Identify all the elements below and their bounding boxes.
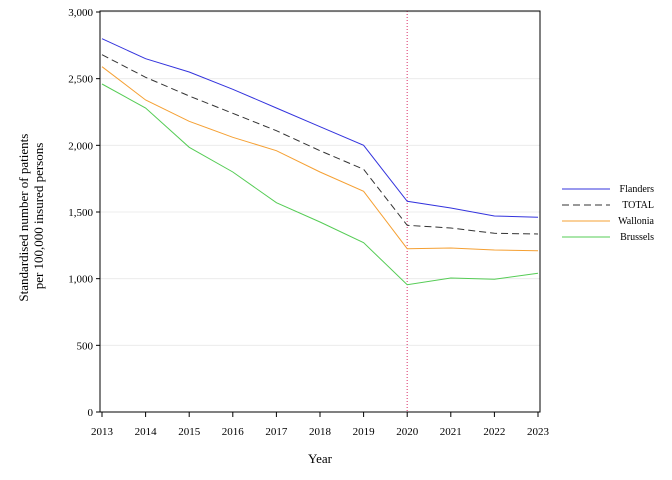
gridlines — [100, 11, 540, 346]
y-axis-title: Standardised number of patients per 100,… — [16, 130, 46, 301]
x-tick-label: 2022 — [483, 426, 505, 438]
y-tick-label: 0 — [88, 407, 94, 419]
x-tick-label: 2017 — [265, 426, 288, 438]
legend-label: Flanders — [620, 184, 655, 195]
legend: Flanders TOTAL Wallonia Brussels — [562, 184, 655, 243]
series-line-wallonia — [101, 66, 539, 252]
y-tick-label: 2,500 — [68, 74, 93, 86]
series-line-flanders — [101, 38, 539, 218]
x-axis-title: Year — [308, 451, 333, 466]
y-tick-label: 500 — [77, 340, 94, 352]
legend-label: Wallonia — [618, 216, 654, 227]
x-tick-label: 2015 — [178, 426, 201, 438]
y-tick-label: 1,500 — [68, 207, 93, 219]
x-tick-label: 2021 — [440, 426, 462, 438]
x-tick-label: 2013 — [91, 426, 114, 438]
legend-label: Brussels — [620, 232, 654, 243]
y-axis-title-line-2: per 100,000 insured persons — [31, 143, 46, 290]
x-tick-label: 2016 — [222, 426, 245, 438]
y-axis: 0 500 1,000 1,500 2,000 2,500 3,000 — [68, 7, 100, 419]
y-tick-label: 3,000 — [68, 7, 93, 19]
x-tick-label: 2019 — [353, 426, 376, 438]
y-tick-label: 2,000 — [68, 140, 93, 152]
x-tick-label: 2014 — [135, 426, 158, 438]
series-line-total — [101, 54, 539, 235]
y-tick-label: 1,000 — [68, 274, 93, 286]
series-line-brussels — [101, 83, 539, 286]
series-lines — [101, 38, 539, 286]
y-axis-title-line-1: Standardised number of patients — [16, 134, 31, 302]
x-tick-label: 2020 — [396, 426, 419, 438]
x-tick-label: 2018 — [309, 426, 332, 438]
x-axis: 2013 2014 2015 2016 2017 2018 2019 2020 2021 2022… — [91, 412, 550, 438]
x-tick-label: 2023 — [527, 426, 550, 438]
legend-label: TOTAL — [622, 200, 654, 211]
